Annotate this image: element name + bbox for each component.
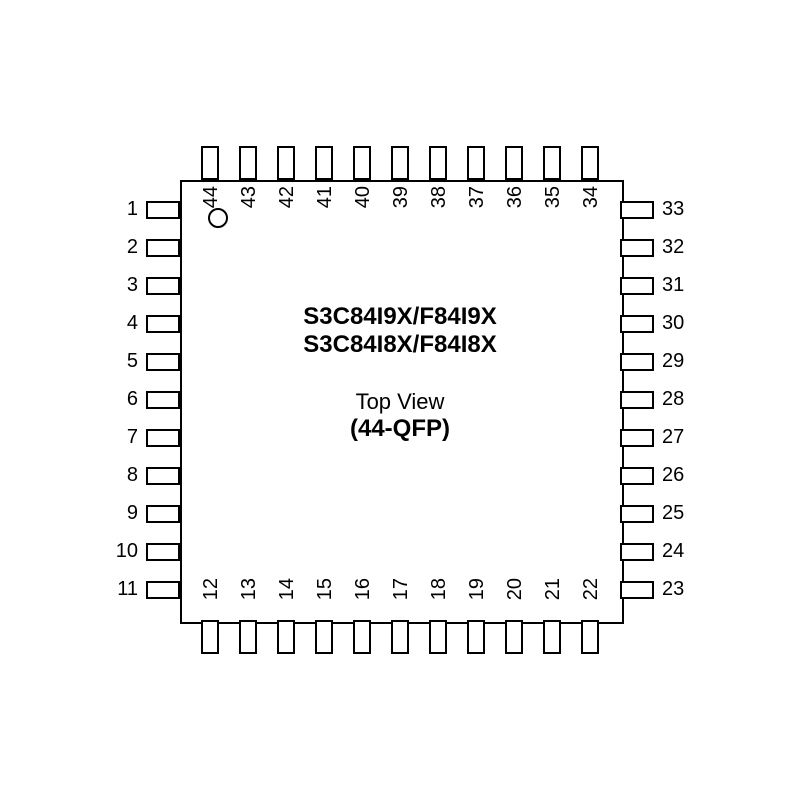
part-number-1: S3C84I9X/F84I9X [180,303,620,331]
pin-number-29: 29 [662,350,684,373]
pin-17 [391,620,409,654]
pin-32 [620,239,654,257]
pin-number-21: 21 [542,578,565,600]
pin-19 [467,620,485,654]
pin-number-33: 33 [662,198,684,221]
pin-number-12: 12 [200,578,223,600]
pin-25 [620,505,654,523]
pin-number-36: 36 [504,186,527,208]
pin-36 [505,146,523,180]
pin-21 [543,620,561,654]
pin-number-25: 25 [662,502,684,525]
pin-number-23: 23 [662,578,684,601]
pin-2 [146,239,180,257]
pin-28 [620,391,654,409]
pin-number-17: 17 [390,578,413,600]
pin-number-2: 2 [98,236,138,259]
pin-number-15: 15 [314,578,337,600]
pin-number-4: 4 [98,312,138,335]
pin-4 [146,315,180,333]
pin-20 [505,620,523,654]
pin-number-44: 44 [200,186,223,208]
pin-27 [620,429,654,447]
pin-number-14: 14 [276,578,299,600]
pin-number-1: 1 [98,198,138,221]
pin-number-37: 37 [466,186,489,208]
part-number-2: S3C84I8X/F84I8X [180,331,620,359]
pin-43 [239,146,257,180]
pin-41 [315,146,333,180]
pin-35 [543,146,561,180]
pin1-orientation-dot [208,208,228,228]
pin-6 [146,391,180,409]
pin-8 [146,467,180,485]
pin-number-9: 9 [98,502,138,525]
pin-number-38: 38 [428,186,451,208]
pin-30 [620,315,654,333]
pin-number-34: 34 [580,186,603,208]
pin-1 [146,201,180,219]
pin-number-40: 40 [352,186,375,208]
pin-16 [353,620,371,654]
pin-number-13: 13 [238,578,261,600]
pin-11 [146,581,180,599]
pin-number-3: 3 [98,274,138,297]
pin-10 [146,543,180,561]
pin-number-7: 7 [98,426,138,449]
pin-number-28: 28 [662,388,684,411]
pin-29 [620,353,654,371]
pin-22 [581,620,599,654]
pin-number-27: 27 [662,426,684,449]
pin-number-10: 10 [98,540,138,563]
package-label: (44-QFP) [180,415,620,443]
pin-number-42: 42 [276,186,299,208]
pin-42 [277,146,295,180]
pin-number-26: 26 [662,464,684,487]
pin-40 [353,146,371,180]
pin-14 [277,620,295,654]
view-label: Top View [180,389,620,415]
pin-number-41: 41 [314,186,337,208]
pin-number-5: 5 [98,350,138,373]
pin-26 [620,467,654,485]
pin-number-39: 39 [390,186,413,208]
pin-number-31: 31 [662,274,684,297]
pin-23 [620,581,654,599]
pin-number-8: 8 [98,464,138,487]
pin-number-20: 20 [504,578,527,600]
pin-number-11: 11 [98,578,138,601]
pin-number-16: 16 [352,578,375,600]
pin-number-24: 24 [662,540,684,563]
pin-13 [239,620,257,654]
pin-37 [467,146,485,180]
pin-39 [391,146,409,180]
pin-number-32: 32 [662,236,684,259]
pin-33 [620,201,654,219]
pin-7 [146,429,180,447]
pin-15 [315,620,333,654]
pin-number-22: 22 [580,578,603,600]
pin-44 [201,146,219,180]
pin-24 [620,543,654,561]
pin-number-43: 43 [238,186,261,208]
pin-18 [429,620,447,654]
pin-38 [429,146,447,180]
pin-number-30: 30 [662,312,684,335]
pin-9 [146,505,180,523]
pin-number-6: 6 [98,388,138,411]
pin-3 [146,277,180,295]
pin-31 [620,277,654,295]
pin-34 [581,146,599,180]
pin-number-35: 35 [542,186,565,208]
pin-number-18: 18 [428,578,451,600]
pin-12 [201,620,219,654]
pin-number-19: 19 [466,578,489,600]
qfp-package-diagram: S3C84I9X/F84I9XS3C84I8X/F84I8X Top View(4… [86,86,714,714]
pin-5 [146,353,180,371]
chip-center-text: S3C84I9X/F84I9XS3C84I8X/F84I8X Top View(4… [180,303,620,443]
